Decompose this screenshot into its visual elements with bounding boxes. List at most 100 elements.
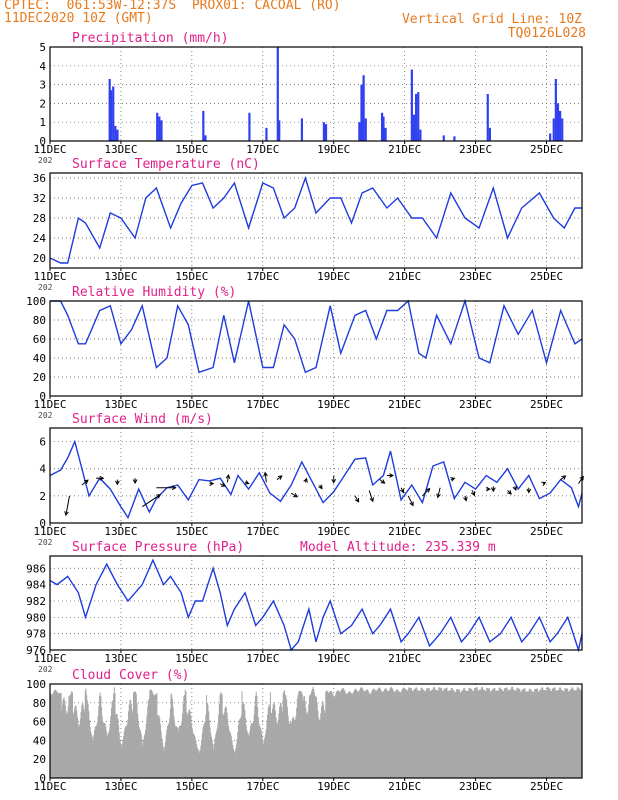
cloud-area-bar — [217, 723, 219, 778]
cloud-area-bar — [573, 690, 576, 778]
cloud-area-bar — [154, 694, 156, 778]
cloud-area-bar — [348, 691, 350, 778]
cloud-area-bar — [144, 733, 146, 778]
cloud-area-bar — [464, 690, 468, 778]
cloud-area-bar — [233, 748, 235, 778]
cloud-area-bar — [58, 693, 60, 778]
cloud-area-bar — [195, 740, 197, 778]
cloud-area-bar — [74, 708, 76, 778]
cloud-area-bar — [112, 700, 114, 778]
cloud-area-bar — [456, 689, 459, 778]
cloud-area-bar — [100, 696, 102, 778]
cloud-area-bar — [52, 692, 54, 778]
cloud-area-bar — [546, 687, 549, 778]
cloud-area-bar — [296, 708, 298, 778]
cloud-area-bar — [580, 690, 583, 778]
precip-bar — [561, 118, 564, 141]
cloud-area-bar — [181, 713, 183, 778]
cloud-area-bar — [102, 721, 104, 778]
cloud-area-bar — [75, 705, 77, 778]
cloud-area-bar — [403, 687, 405, 778]
cloud-area-bar — [498, 687, 501, 778]
precip-bar — [486, 94, 489, 141]
cloud-area-bar — [270, 713, 272, 778]
cloud-area-bar — [276, 722, 278, 778]
pressure-line — [49, 558, 583, 653]
cloud-area-bar — [212, 743, 214, 778]
cloud-area-bar — [258, 723, 260, 778]
cloud-area-bar — [274, 710, 276, 778]
wind-wind-arrowhead — [99, 475, 105, 481]
cloud-area-bar — [372, 688, 374, 778]
cloud-area-bar — [461, 690, 464, 778]
cloud-area-bar — [337, 690, 339, 778]
rh-xtick-label: 25DEC — [530, 398, 563, 411]
cloud-area-bar — [123, 735, 125, 778]
cloud-area-bar — [137, 722, 139, 778]
wind-wind-arrowhead — [541, 481, 547, 487]
cloud-area-bar — [353, 690, 355, 778]
cloud-area-bar — [164, 747, 166, 778]
cloud-area-bar — [272, 704, 274, 778]
cloud-area-bar — [315, 696, 317, 778]
cloud-area-bar — [319, 719, 321, 778]
cloud-area-bar — [249, 731, 251, 778]
cloud-area-bar — [322, 701, 324, 778]
precip-bar — [552, 118, 555, 141]
cloud-area-bar — [235, 748, 237, 778]
pressure-xtick-label: 11DEC — [33, 652, 66, 665]
rh-line — [50, 298, 583, 374]
wind-wind-arrowhead — [171, 485, 177, 491]
cloud-area-bar — [206, 702, 208, 778]
precip-bar — [360, 84, 363, 141]
precip-bar — [156, 112, 159, 141]
cloud-area-bar — [201, 739, 203, 778]
precip-bar — [322, 122, 326, 141]
precip-bar — [380, 112, 384, 141]
cloud-area-bar — [146, 715, 148, 778]
cloud-area-bar — [303, 696, 305, 778]
cloud-xtick-label: 11DEC — [33, 780, 66, 793]
cloud-area-bar — [320, 706, 322, 778]
cloud-area-bar — [367, 690, 369, 778]
wind-wind-arrowhead — [293, 493, 299, 498]
cloud-area-bar — [496, 690, 499, 778]
cloud-area-bar — [159, 724, 161, 778]
cloud-area-bar — [198, 750, 200, 778]
cloud-area-bar — [361, 687, 363, 778]
cloud-area-bar — [218, 714, 220, 778]
cloud-area-bar — [316, 702, 318, 778]
precip-bar — [204, 135, 207, 141]
cloud-area-bar — [434, 689, 437, 778]
cloud-area-bar — [527, 691, 530, 778]
cloud-area-bar — [325, 690, 327, 778]
rh-xtick-label: 19DEC — [317, 398, 350, 411]
rh-year-fragment: 202 — [38, 411, 53, 420]
cloud-area-bar — [357, 691, 359, 778]
cloud-area-bar — [394, 691, 396, 778]
cloud-area-bar — [295, 715, 297, 778]
cloud-area-bar — [145, 723, 147, 778]
cloud-area-bar — [186, 712, 188, 778]
wind-wind-arrowhead — [507, 490, 512, 495]
wind-wind-arrowhead — [490, 487, 496, 493]
cloud-area-bar — [457, 689, 460, 778]
cloud-area-bar — [125, 726, 127, 778]
cloud-area-bar — [364, 690, 366, 778]
temp-year-fragment: 202 — [38, 283, 53, 292]
cloud-area-bar — [422, 689, 425, 778]
cloud-area-bar — [491, 689, 494, 778]
cloud-area-bar — [339, 691, 341, 778]
cloud-area-bar — [381, 692, 383, 778]
cloud-area-bar — [360, 687, 362, 778]
wind-xtick-label: 11DEC — [33, 525, 66, 538]
cloud-area-bar — [137, 713, 139, 778]
cloud-area-bar — [113, 687, 115, 778]
cloud-area-bar — [91, 734, 93, 778]
cloud-area-bar — [65, 711, 67, 778]
cloud-area-bar — [164, 741, 166, 778]
cloud-ytick-label: 20 — [33, 753, 46, 766]
wind-wind-arrowhead — [463, 496, 468, 502]
wind-wind-arrowhead — [450, 477, 456, 482]
cloud-area-bar — [386, 690, 388, 778]
